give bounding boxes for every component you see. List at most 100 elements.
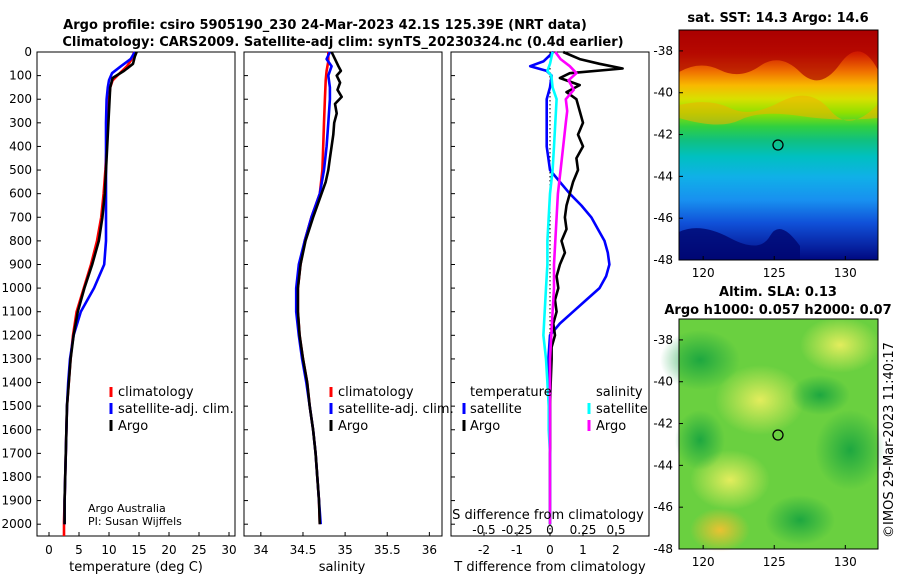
difference-legend: temperature salinity satellite Argo sate… [462, 385, 648, 434]
depth-tick-label: 800 [9, 234, 32, 248]
x-tick-label: 35.5 [374, 543, 401, 557]
sla-map-border [678, 318, 879, 550]
salinity-xlabel: salinity [319, 560, 366, 575]
s-tick-label: -0.25 [501, 523, 532, 537]
legend-title-salinity: salinity [596, 385, 643, 400]
depth-axis: 0 100 200 300 400 500 600 700 800 900 1000 1100 1200… [1, 45, 41, 531]
float-position-marker [772, 429, 784, 441]
s-tick-label: 0 [546, 523, 554, 537]
lat-tick-label: -42 [653, 417, 673, 431]
salinity-x-axis: 34 34.5 35 35.5 36 [253, 532, 437, 557]
x-tick-label: 36 [422, 543, 437, 557]
lon-tick-label: 125 [763, 266, 786, 280]
depth-tick-label: 0 [24, 45, 32, 59]
x-tick-label: 34.5 [290, 543, 317, 557]
lon-tick-label: 130 [834, 266, 857, 280]
sla-low-patch [790, 375, 850, 415]
depth-tick-label: 700 [9, 210, 32, 224]
x-tick-label: -2 [478, 543, 490, 557]
sst-map-border [678, 29, 879, 261]
series-climatology [62, 51, 136, 536]
legend-title-temperature: temperature [470, 385, 552, 400]
x-tick-label: 34 [253, 543, 268, 557]
depth-tick-label: 1900 [1, 494, 32, 508]
s-difference-xlabel: S difference from climatology [452, 508, 644, 523]
salinity-legend: climatology satellite-adj. clim. Argo [329, 385, 454, 434]
sst-lon-axis: 120 125 130 [692, 256, 857, 280]
lat-tick-label: -48 [653, 542, 673, 556]
series-t-argo [548, 50, 624, 525]
sst-field [679, 30, 878, 260]
series-t-satellite [528, 51, 611, 525]
legend-label-s-argo: Argo [596, 419, 626, 434]
credit-line2: PI: Susan Wijffels [88, 515, 182, 528]
x-tick-label: 20 [161, 543, 176, 557]
chart-title-line1: Argo profile: csiro 5905190_230 24-Mar-2… [63, 18, 587, 33]
legend-label-t-argo: Argo [470, 419, 500, 434]
sla-low-patch [765, 495, 835, 545]
lat-tick-label: -44 [653, 458, 673, 472]
float-position-marker [772, 139, 784, 151]
legend-label-satellite: satellite-adj. clim. [118, 402, 234, 417]
salinity-lines [294, 51, 344, 525]
temperature-panel: 0100200300400500600700800900100011001200… [1, 45, 236, 575]
s-tick-label: -0.5 [472, 523, 495, 537]
x-tick-label: 0 [546, 543, 554, 557]
lon-tick-label: 120 [692, 555, 715, 569]
footer-timestamp: ©IMOS 29-Mar-2023 11:40:17 [882, 342, 897, 538]
sst-warm-patch [679, 30, 878, 81]
depth-tick-label: 1400 [1, 376, 32, 390]
sla-map-title1: Altim. SLA: 0.13 [719, 285, 837, 300]
chart-title-line2: Climatology: CARS2009. Satellite-adj cli… [62, 35, 623, 50]
depth-tick-label: 900 [9, 257, 32, 271]
depth-tick-label: 1100 [1, 305, 32, 319]
x-tick-label: 35 [337, 543, 352, 557]
x-tick-label: 0 [45, 543, 53, 557]
temperature-lines [62, 51, 138, 536]
s-difference-x-axis: -0.5 -0.25 0 0.25 0.5 [472, 523, 625, 537]
x-tick-label: 2 [612, 543, 620, 557]
series-satellite-adj-clim- [294, 51, 333, 525]
temperature-x-axis: 0 5 10 15 20 25 30 [45, 532, 237, 557]
depth-tick-label: 1300 [1, 352, 32, 366]
sla-lat-axis: -38 -40 -42 -44 -46 -48 [653, 333, 683, 556]
legend-label-t-satellite: satellite [470, 402, 522, 417]
series-s-argo [548, 51, 578, 525]
legend-label-climatology: climatology [338, 385, 414, 400]
t-difference-x-axis: -2 -1 0 1 2 [478, 532, 620, 557]
depth-tick-label: 1800 [1, 470, 32, 484]
sla-low-patch [660, 330, 740, 390]
depth-tick-label: 600 [9, 187, 32, 201]
x-tick-label: 30 [221, 543, 236, 557]
x-tick-label: 5 [75, 543, 83, 557]
lat-tick-label: -40 [653, 375, 673, 389]
lat-tick-label: -46 [653, 211, 673, 225]
sla-very-high-patch [690, 508, 750, 552]
salinity-panel: 34 34.5 35 35.5 36 salinity climatology sate… [243, 51, 454, 575]
s-tick-label: 0.5 [606, 523, 625, 537]
depth-tick-label: 300 [9, 116, 32, 130]
depth-tick-label: 1500 [1, 399, 32, 413]
depth-tick-label: 1700 [1, 446, 32, 460]
legend-label-satellite: satellite-adj. clim. [338, 402, 454, 417]
difference-depth-ticks [451, 51, 455, 525]
lat-tick-label: -42 [653, 128, 673, 142]
depth-tick-label: 1200 [1, 328, 32, 342]
sst-transition-patch [679, 95, 878, 125]
series-satellite-adj-clim- [63, 51, 136, 525]
x-tick-label: 1 [579, 543, 587, 557]
series-argo [296, 51, 344, 525]
sst-map: sat. SST: 14.3 Argo: 14.6 -38 -40 -42 -44 -4… [653, 11, 879, 280]
depth-tick-label: 500 [9, 163, 32, 177]
sla-lon-axis: 120 125 130 [692, 545, 857, 569]
depth-tick-label: 200 [9, 92, 32, 106]
depth-tick-label: 2000 [1, 517, 32, 531]
lat-tick-label: -40 [653, 86, 673, 100]
legend-label-argo: Argo [338, 419, 368, 434]
temperature-legend: climatology satellite-adj. clim. Argo [109, 385, 234, 434]
sla-map-title2: Argo h1000: 0.057 h2000: 0.07 [664, 303, 891, 318]
sla-map: Altim. SLA: 0.13 Argo h1000: 0.057 h2000… [653, 285, 891, 569]
s-tick-label: 0.25 [570, 523, 597, 537]
sla-low-patch [815, 410, 885, 490]
